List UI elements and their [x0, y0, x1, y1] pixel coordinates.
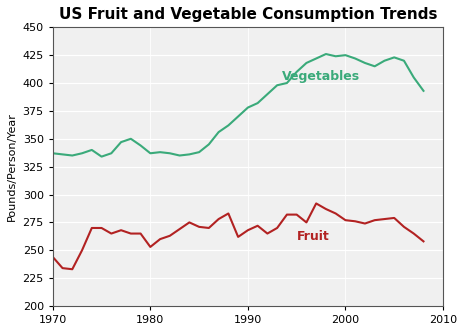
Title: US Fruit and Vegetable Consumption Trends: US Fruit and Vegetable Consumption Trend…: [58, 7, 436, 22]
Y-axis label: Pounds/Person/Year: Pounds/Person/Year: [7, 112, 17, 221]
Text: Vegetables: Vegetables: [282, 70, 359, 83]
Text: Fruit: Fruit: [296, 230, 329, 243]
